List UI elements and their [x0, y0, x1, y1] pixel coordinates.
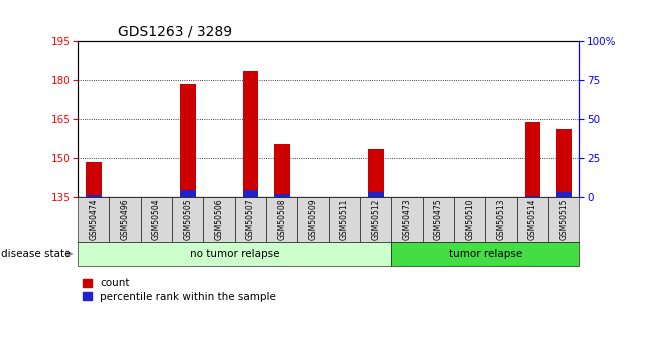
Text: disease state: disease state: [1, 249, 71, 259]
Bar: [525, 122, 540, 197]
Bar: [525, 196, 540, 197]
Text: GDS1263 / 3289: GDS1263 / 3289: [118, 25, 232, 39]
Text: GSM50474: GSM50474: [89, 198, 98, 240]
Text: GSM50507: GSM50507: [246, 198, 255, 240]
Text: GSM50504: GSM50504: [152, 198, 161, 240]
Text: GSM50512: GSM50512: [371, 198, 380, 240]
Text: no tumor relapse: no tumor relapse: [190, 249, 279, 259]
Text: GSM50511: GSM50511: [340, 198, 349, 240]
Text: GSM50508: GSM50508: [277, 198, 286, 240]
Text: GSM50473: GSM50473: [402, 198, 411, 240]
Legend: count, percentile rank within the sample: count, percentile rank within the sample: [83, 278, 276, 302]
Bar: [86, 162, 102, 197]
Text: tumor relapse: tumor relapse: [449, 249, 522, 259]
Bar: [556, 129, 572, 197]
Text: GSM50506: GSM50506: [215, 198, 223, 240]
Bar: [180, 190, 195, 197]
Bar: [274, 194, 290, 197]
Bar: [368, 149, 383, 197]
Text: GSM50515: GSM50515: [559, 198, 568, 240]
Text: GSM50505: GSM50505: [184, 198, 192, 240]
Bar: [86, 195, 102, 197]
Bar: [368, 192, 383, 197]
Text: GSM50475: GSM50475: [434, 198, 443, 240]
Text: GSM50513: GSM50513: [497, 198, 506, 240]
Text: GSM50514: GSM50514: [528, 198, 537, 240]
Bar: [243, 71, 258, 197]
Text: GSM50509: GSM50509: [309, 198, 318, 240]
Bar: [274, 144, 290, 197]
Bar: [180, 84, 195, 197]
Text: GSM50496: GSM50496: [120, 198, 130, 240]
Text: GSM50510: GSM50510: [465, 198, 474, 240]
Bar: [556, 192, 572, 197]
Bar: [243, 190, 258, 197]
